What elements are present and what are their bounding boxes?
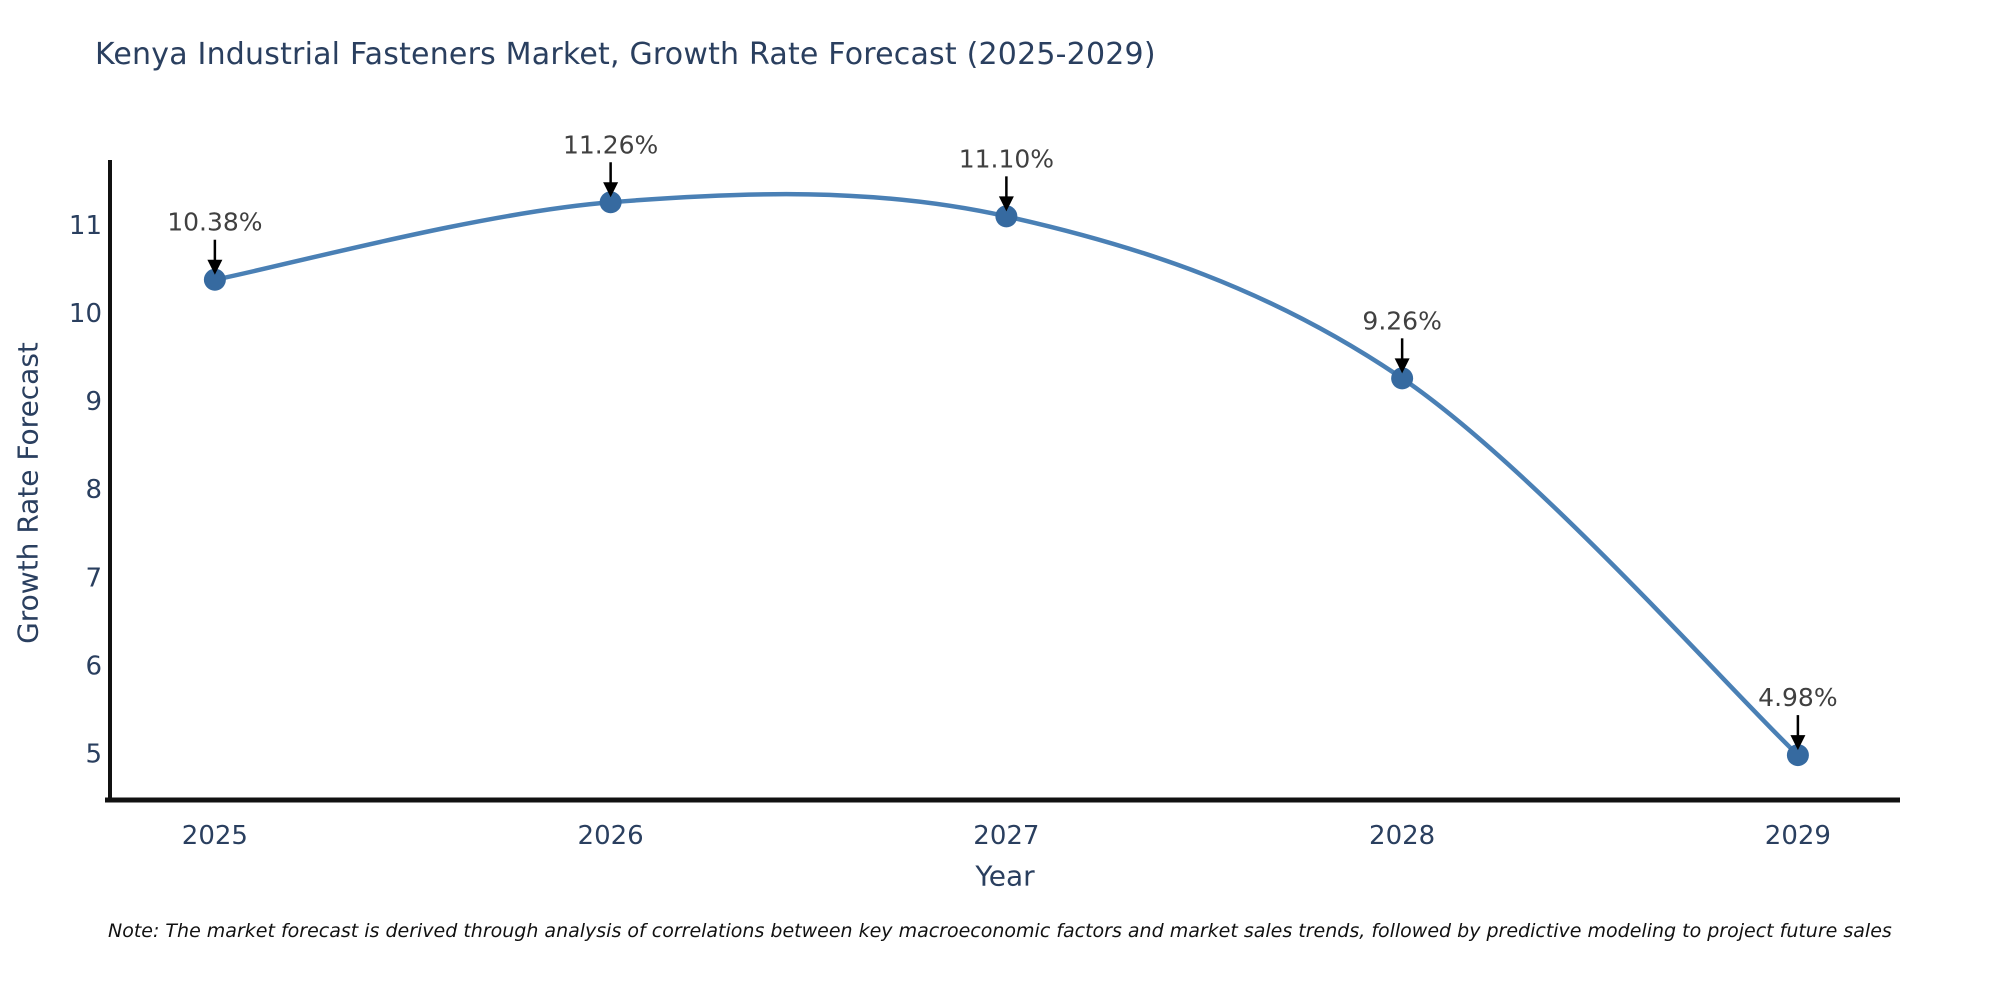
annotation-arrowhead [207, 259, 223, 275]
y-tick-label: 6 [85, 651, 102, 681]
footnote: Note: The market forecast is derived thr… [108, 920, 1892, 942]
y-tick-label: 10 [69, 299, 102, 329]
y-tick-label: 5 [85, 739, 102, 769]
y-axis-title: Growth Rate Forecast [11, 342, 45, 644]
data-point-2026[interactable] [599, 191, 622, 214]
data-point-2025[interactable] [203, 268, 226, 291]
y-tick-label: 7 [85, 563, 102, 593]
annotation-label: 4.98% [1758, 683, 1837, 712]
annotation-arrowhead [998, 196, 1014, 212]
annotation-label: 9.26% [1362, 306, 1441, 335]
data-point-2028[interactable] [1391, 367, 1414, 390]
y-tick-label: 8 [85, 475, 102, 505]
annotation-arrowhead [1394, 358, 1410, 374]
forecast-line [212, 191, 1801, 758]
annotation-arrowhead [603, 182, 619, 198]
x-tick-label: 2029 [1765, 821, 1831, 851]
annotation-arrowhead [1790, 735, 1806, 751]
y-tick-label: 11 [69, 211, 102, 241]
x-tick-label: 2027 [973, 821, 1039, 851]
annotation-label: 11.26% [563, 130, 658, 159]
annotation-label: 11.10% [959, 144, 1054, 173]
x-tick-label: 2025 [182, 821, 248, 851]
x-tick-label: 2026 [578, 821, 644, 851]
annotation-label: 10.38% [167, 208, 262, 237]
data-point-2029[interactable] [1786, 744, 1809, 767]
y-tick-label: 9 [85, 387, 102, 417]
x-axis-title: Year [975, 859, 1035, 893]
x-tick-label: 2028 [1369, 821, 1435, 851]
data-point-2027[interactable] [995, 205, 1018, 228]
chart-title: Kenya Industrial Fasteners Market, Growt… [95, 37, 1156, 72]
